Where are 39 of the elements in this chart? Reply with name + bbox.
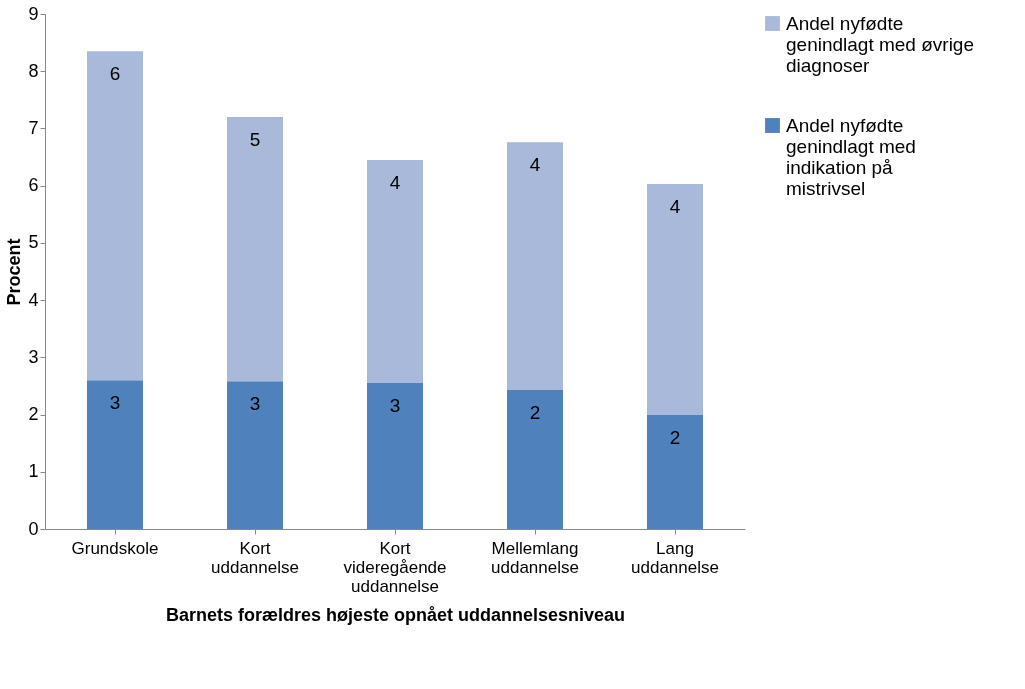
y-tick-label: 7 [28, 117, 39, 138]
y-tick-label: 2 [28, 404, 39, 425]
x-tick-label: Kort uddannelse [211, 538, 299, 577]
bar [647, 183, 703, 415]
x-tick-label: Lang uddannelse [631, 538, 719, 577]
y-tick-label: 9 [28, 3, 39, 24]
bar [507, 389, 563, 529]
bar [367, 159, 423, 383]
legend-label: Andel nyfødte genindlagt med indikation på mistrivsel [786, 114, 916, 199]
y-tick-label: 8 [28, 60, 39, 81]
data-label: 4 [389, 171, 401, 193]
data-label: 2 [669, 426, 681, 448]
bar [227, 381, 283, 529]
bar [227, 117, 283, 382]
bar [87, 51, 143, 381]
legend-label: Andel nyfødte genindlagt med øvrige diagnoser [786, 12, 974, 76]
bar [647, 414, 703, 529]
y-tick-label: 6 [28, 175, 39, 196]
x-axis-title: Barnets forældres højeste opnået uddannelsesniveau [165, 604, 626, 625]
data-label: 4 [529, 154, 541, 176]
data-label: 6 [109, 63, 121, 85]
bar [507, 142, 563, 390]
y-axis-title: Procent [4, 238, 25, 306]
y-tick-label: 5 [28, 232, 39, 253]
data-label: 4 [669, 195, 681, 217]
x-tick-label: Grundskole [71, 538, 159, 558]
data-label: 3 [249, 393, 261, 415]
y-tick-label: 4 [28, 289, 39, 310]
y-tick-label: 0 [28, 518, 39, 539]
data-label: 5 [249, 129, 261, 150]
data-label: 3 [109, 392, 121, 414]
x-tick-label: Kort videregående uddannelse [343, 538, 447, 596]
y-tick-label: 1 [28, 461, 39, 482]
bar [87, 380, 143, 529]
y-tick-label: 3 [28, 346, 39, 367]
data-label: 3 [389, 394, 401, 416]
bar [367, 382, 423, 529]
x-tick-label: Mellemlang uddannelse [491, 538, 579, 577]
data-label: 2 [529, 401, 541, 423]
